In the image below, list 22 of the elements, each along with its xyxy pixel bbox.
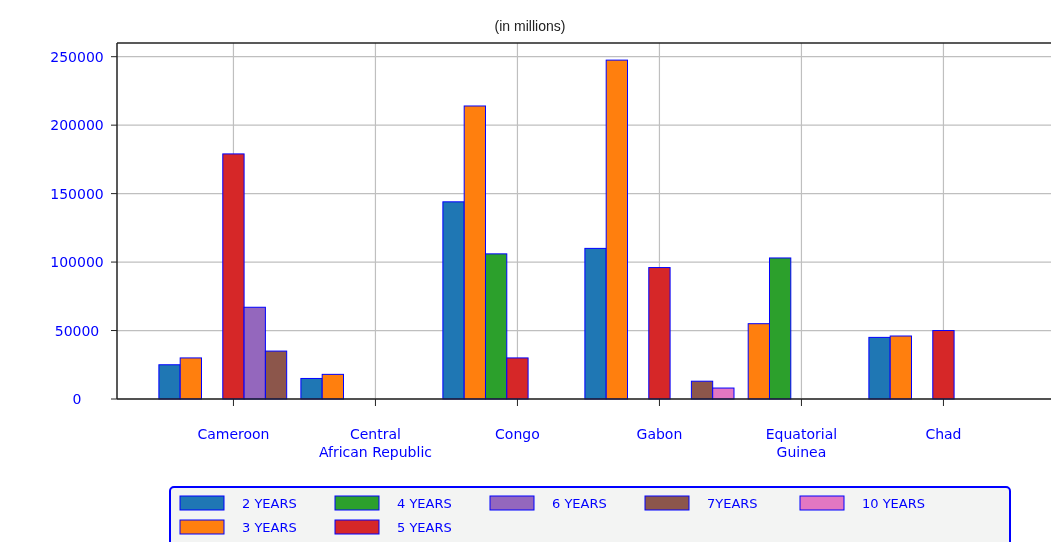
legend-label: 3 YEARS (242, 520, 297, 535)
x-tick-label: Cameroon (197, 426, 270, 442)
y-tick-label: 150000 (50, 185, 104, 202)
legend-label: 7YEARS (707, 496, 758, 511)
chart-subtitle: (in millions) (494, 18, 566, 34)
y-tick-label: 250000 (50, 48, 104, 65)
y-tick-label: 0 (72, 391, 82, 407)
x-tick-label: Equatorial Guinea (765, 426, 838, 460)
bar (932, 330, 955, 400)
y-tick-label: 100000 (50, 254, 104, 271)
x-tick-label: Gabon (636, 426, 683, 442)
legend-label: 10 YEARS (862, 496, 926, 511)
x-tick-label: Central African Republic (318, 426, 432, 460)
legend-label: 2 YEARS (242, 496, 297, 511)
bar (648, 267, 671, 400)
x-tick-label: Congo (495, 426, 540, 442)
legend-label: 6 YEARS (552, 496, 607, 511)
legend-label: 5 YEARS (397, 520, 452, 535)
legend-label: 4 YEARS (397, 496, 452, 511)
y-tick-label: 200000 (50, 117, 104, 134)
y-tick-label: 50000 (54, 322, 100, 339)
x-tick-label: Chad (925, 426, 962, 442)
